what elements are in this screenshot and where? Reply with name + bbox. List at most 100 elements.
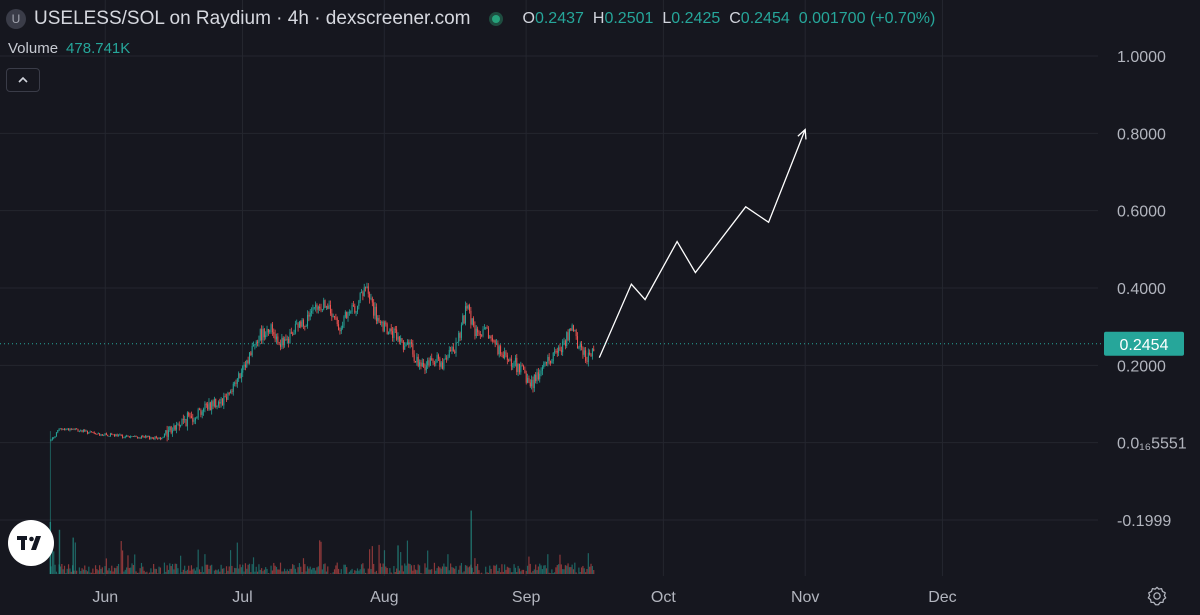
candle-body [204, 403, 206, 410]
volume-bar [61, 563, 63, 574]
volume-bar [242, 564, 244, 574]
volume-bar [404, 563, 406, 574]
open-value: 0.2437 [534, 10, 584, 27]
low-value: 0.2425 [671, 10, 721, 27]
volume-bar [175, 563, 178, 574]
volume-bar [477, 563, 479, 574]
volume-bar [360, 564, 363, 574]
time-axis[interactable]: Jun Jul Aug Sep Oct Nov Dec [92, 589, 956, 606]
candle-body [130, 436, 132, 438]
candle-body [383, 322, 385, 331]
candle-body [469, 305, 471, 311]
candle-body [455, 342, 457, 354]
volume-bar [123, 571, 125, 574]
volume-bar [273, 562, 275, 574]
candle-body [127, 435, 129, 437]
candle-body [55, 432, 57, 437]
candle-body [375, 306, 377, 321]
y-tick-label: 0.0₁₆5551 [1117, 436, 1187, 453]
candle-body [238, 373, 240, 379]
collapse-legend-button[interactable] [6, 68, 40, 92]
volume-bar [313, 567, 315, 574]
volume-bar [555, 567, 557, 574]
candle-body [490, 336, 492, 339]
candle-body [186, 412, 188, 427]
volume-bar [201, 566, 203, 574]
candle-body [428, 360, 430, 366]
candle-body [454, 351, 456, 354]
candle-body [400, 338, 402, 342]
candle-body [103, 435, 105, 437]
volume-bar [591, 566, 593, 574]
volume-bar [375, 570, 377, 574]
candle-body [365, 287, 367, 289]
volume-bar [593, 570, 595, 574]
candle-body [501, 353, 503, 356]
candle-body [506, 355, 508, 360]
volume-bar [579, 572, 581, 574]
volume-bar [234, 567, 236, 574]
volume-bar [88, 566, 90, 574]
volume-bar [185, 571, 187, 574]
candle-body [308, 314, 310, 317]
candle-body [216, 405, 218, 407]
candle-body [327, 306, 329, 309]
candle-body [146, 435, 148, 437]
candle-body [342, 325, 344, 328]
volume-bar [440, 568, 442, 574]
tradingview-logo[interactable] [8, 520, 54, 566]
candle-body [244, 364, 246, 368]
candle-body [497, 342, 499, 355]
candle-body [435, 362, 437, 364]
candle-body [305, 326, 307, 327]
volume-bar [580, 567, 583, 574]
candle-body [404, 345, 406, 350]
candle-body [228, 392, 230, 394]
candle-body [450, 350, 452, 352]
candle-body [413, 354, 415, 361]
volume-bar [250, 572, 252, 574]
candle-body [58, 428, 60, 431]
candle-body [230, 391, 232, 394]
volume-bar [320, 541, 322, 574]
volume-bar [288, 571, 290, 574]
candle-body [339, 329, 341, 332]
price-axis[interactable]: 1.0000 0.8000 0.6000 0.4000 0.2000 0.0₁₆5551 -… [1117, 49, 1187, 530]
volume-bar [526, 565, 529, 574]
candle-body [288, 338, 290, 344]
volume-bar [471, 567, 473, 574]
candle-body [76, 428, 78, 430]
candle-body [226, 396, 228, 400]
volume-bar [541, 569, 544, 574]
high-value: 0.2501 [604, 10, 654, 27]
symbol-icon[interactable]: U [6, 9, 26, 29]
volume-bar [267, 573, 269, 574]
x-tick-label: Oct [651, 589, 676, 606]
volume-bar [382, 563, 384, 574]
candle-body [286, 338, 288, 340]
volume-bar [472, 572, 475, 574]
candle-body [309, 312, 311, 317]
volume-bar [495, 564, 498, 574]
volume-bar [227, 570, 229, 574]
candle-body [280, 343, 282, 347]
candle-body [207, 404, 209, 410]
volume-bar [109, 570, 112, 574]
chart-title[interactable]: USELESS/SOL on Raydium · 4h · dexscreene… [34, 8, 471, 29]
volume-bar [192, 569, 194, 574]
volume-bar [362, 563, 364, 574]
candle-body [575, 330, 577, 337]
candle-body [243, 364, 245, 367]
candle-body [182, 419, 184, 420]
volume-bar [62, 569, 64, 574]
volume-bar [352, 573, 355, 574]
volume-bar [248, 563, 251, 574]
volume-bar [470, 510, 472, 574]
volume-bar [568, 567, 571, 574]
candle-body [539, 373, 541, 380]
gear-icon[interactable] [1146, 585, 1168, 607]
volume-bar [180, 555, 182, 574]
volume-bar [386, 567, 388, 574]
candle-body [498, 346, 500, 355]
